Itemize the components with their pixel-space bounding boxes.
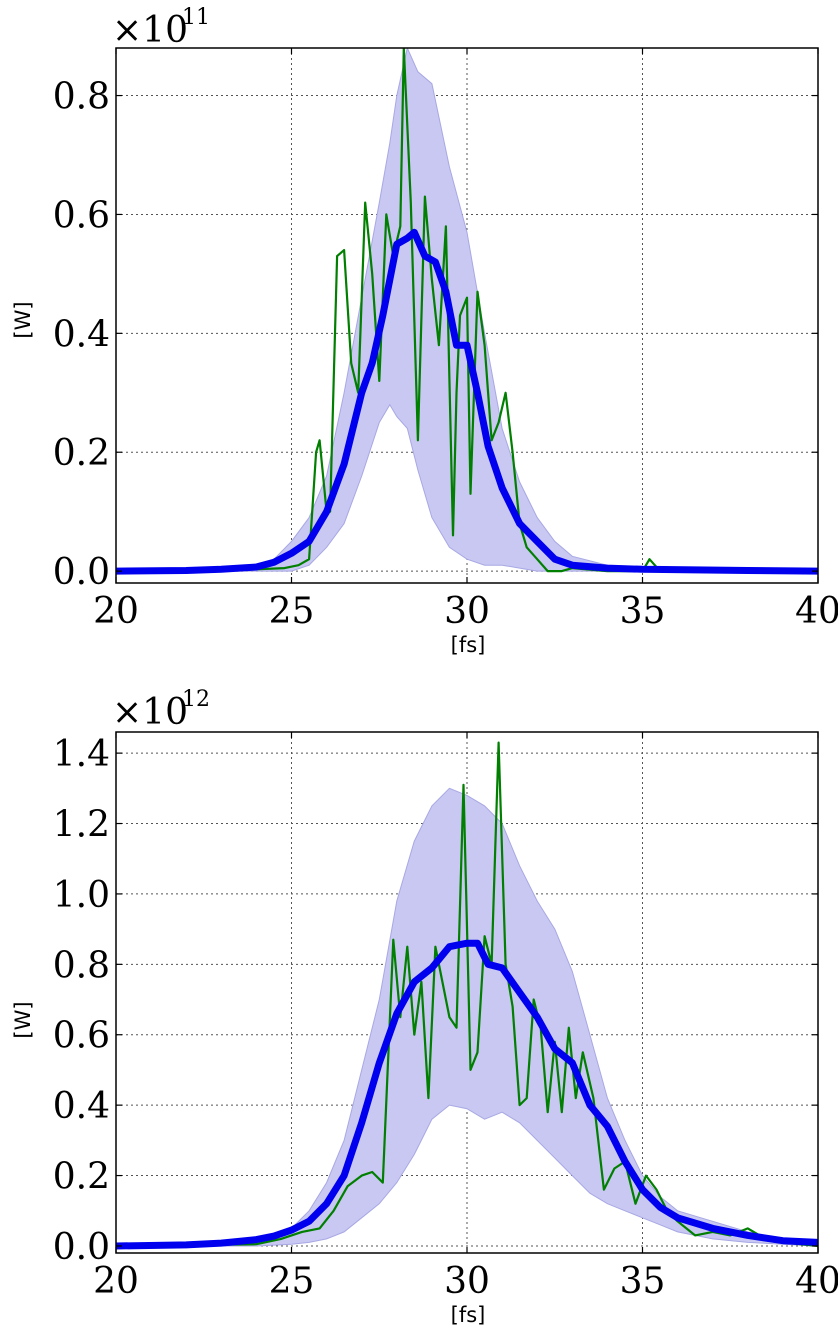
plot-area bbox=[116, 48, 818, 575]
mean-line bbox=[116, 939, 818, 1250]
plot-area bbox=[116, 741, 818, 1250]
chart-panel-2: 20 25 30 35 40 0.0 0.2 0.4 0.6 0.8 1.0 1.2 1.4 [fs] [W… bbox=[11, 687, 838, 1327]
axis-multiplier: ×10 bbox=[112, 10, 188, 51]
x-tick-label: 40 bbox=[795, 1261, 838, 1302]
x-tick-label: 30 bbox=[444, 1261, 490, 1302]
y-tick-label: 0.0 bbox=[53, 552, 110, 593]
x-axis-label: [fs] bbox=[451, 1303, 486, 1327]
y-tick-label: 0.8 bbox=[53, 77, 110, 118]
y-tick-label: 0.2 bbox=[53, 433, 110, 474]
x-tick-label: 25 bbox=[269, 1261, 315, 1302]
envelope-band bbox=[116, 787, 818, 1247]
y-axis-label: [W] bbox=[11, 1001, 35, 1038]
y-tick-label: 0.2 bbox=[53, 1157, 110, 1198]
axis-exponent: 12 bbox=[182, 687, 210, 712]
x-tick-label: 25 bbox=[269, 591, 315, 632]
y-tick-label: 0.8 bbox=[53, 945, 110, 986]
y-tick-label: 0.6 bbox=[53, 1016, 110, 1057]
x-tick-label: 20 bbox=[93, 591, 139, 632]
y-tick-label: 1.2 bbox=[53, 805, 110, 846]
y-tick-label: 1.0 bbox=[53, 875, 110, 916]
x-tick-label: 35 bbox=[620, 591, 666, 632]
x-tick-label: 30 bbox=[444, 591, 490, 632]
axis-multiplier: ×10 bbox=[112, 692, 188, 733]
y-tick-label: 0.6 bbox=[53, 195, 110, 236]
axis-exponent: 11 bbox=[182, 5, 210, 30]
x-tick-label: 40 bbox=[795, 591, 838, 632]
x-axis-label: [fs] bbox=[451, 633, 486, 657]
sample-line bbox=[116, 741, 818, 1248]
y-axis-label: [W] bbox=[11, 301, 35, 338]
y-tick-label: 0.4 bbox=[53, 314, 110, 355]
mean-line bbox=[116, 228, 818, 575]
y-tick-label: 0.4 bbox=[53, 1086, 110, 1127]
x-tick-label: 35 bbox=[620, 1261, 666, 1302]
y-tick-label: 1.4 bbox=[53, 734, 110, 775]
y-tick-label: 0.0 bbox=[53, 1227, 110, 1268]
x-tick-label: 20 bbox=[93, 1261, 139, 1302]
